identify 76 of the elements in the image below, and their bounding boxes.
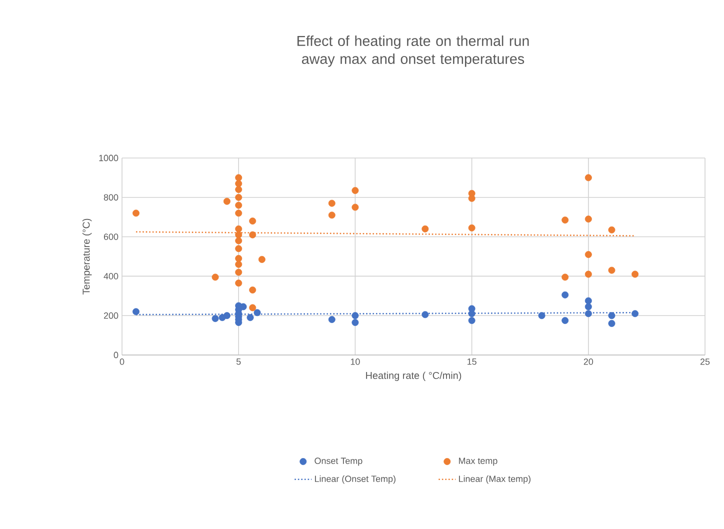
point <box>235 180 242 188</box>
point <box>352 318 359 326</box>
point <box>328 200 336 207</box>
x-tick-label: 25 <box>700 358 710 365</box>
point <box>249 218 256 225</box>
point <box>468 224 476 232</box>
x-axis-title: Heating rate ( °C/min) <box>366 372 462 381</box>
point <box>632 270 639 278</box>
legend-label: Linear (Max temp) <box>459 475 530 484</box>
point <box>223 198 230 205</box>
y-tick-label: 1000 <box>99 154 118 162</box>
x-tick-label: 10 <box>350 358 360 365</box>
point <box>328 316 336 324</box>
point <box>235 280 242 287</box>
x-tick-label: 0 <box>120 358 124 365</box>
point <box>235 174 242 182</box>
point <box>584 174 592 182</box>
point <box>352 312 359 320</box>
point <box>608 320 616 327</box>
chart-title: Effect of heating rate on thermal run away max and onset temperatures <box>297 36 529 67</box>
legend-label: Linear (Onset Temp) <box>315 475 396 484</box>
point <box>608 226 616 234</box>
x-tick-label: 15 <box>468 358 476 365</box>
point <box>468 317 476 324</box>
point <box>422 311 429 318</box>
point <box>632 310 639 318</box>
point <box>328 212 336 219</box>
point <box>608 312 616 320</box>
point <box>235 245 242 252</box>
y-axis-title: Temperature (°C) <box>82 218 92 295</box>
point <box>223 312 230 320</box>
legend-label: Max temp <box>459 458 498 466</box>
point <box>235 237 242 244</box>
point <box>249 231 256 238</box>
point <box>584 297 592 304</box>
x-tick-label: 5 <box>236 358 241 365</box>
point <box>584 303 592 310</box>
point <box>584 270 592 278</box>
point <box>538 312 546 320</box>
legend-label: Onset Temp <box>314 458 362 466</box>
y-tick-label: 400 <box>104 273 118 280</box>
x-tick-label: 20 <box>584 358 594 365</box>
point <box>258 256 266 263</box>
point <box>249 304 256 312</box>
point <box>132 308 140 316</box>
point <box>235 194 242 201</box>
point <box>246 314 254 322</box>
point <box>235 202 242 209</box>
y-tick-label: 0 <box>114 352 118 358</box>
point <box>212 315 219 322</box>
point <box>584 310 592 318</box>
y-tick-label: 600 <box>104 234 118 240</box>
point <box>212 274 219 281</box>
point <box>562 274 569 281</box>
point <box>584 216 592 223</box>
point <box>352 187 359 194</box>
point <box>468 310 476 318</box>
point <box>562 216 569 224</box>
point <box>249 286 256 294</box>
point <box>132 210 140 217</box>
point <box>235 225 242 232</box>
point <box>608 266 616 274</box>
point <box>562 317 569 324</box>
point <box>235 268 242 276</box>
point <box>235 210 242 217</box>
y-tick-label: 800 <box>104 194 118 201</box>
y-tick-label: 200 <box>104 312 118 319</box>
point <box>235 186 242 193</box>
point <box>235 260 242 268</box>
point <box>422 225 429 232</box>
point <box>562 291 569 298</box>
point <box>235 254 242 262</box>
point <box>235 231 242 238</box>
point <box>254 309 261 316</box>
point <box>352 204 359 211</box>
point <box>584 251 592 258</box>
